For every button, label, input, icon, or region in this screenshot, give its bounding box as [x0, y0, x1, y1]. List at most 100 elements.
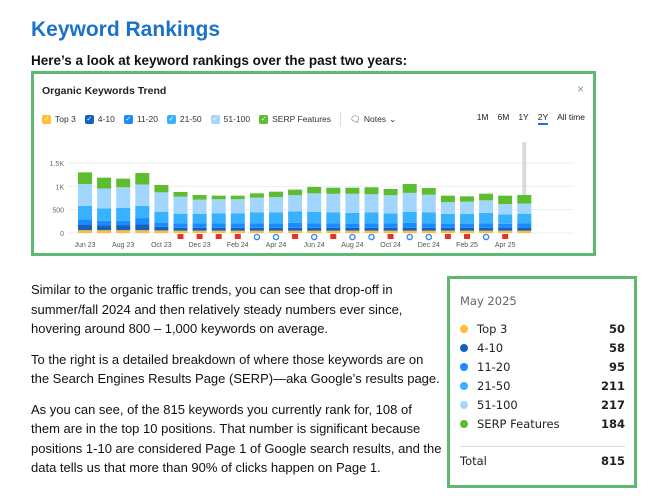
- legend-21-50[interactable]: ✓ 21-50: [166, 114, 202, 124]
- bar-segment: [364, 194, 379, 213]
- bar-segment: [211, 230, 226, 233]
- bar-segment: [135, 184, 150, 206]
- google-icon: [272, 233, 280, 241]
- bar-segment: [230, 230, 245, 233]
- x-tick-label: Dec 23: [189, 242, 211, 249]
- bar-segment: [173, 213, 188, 224]
- bar-segment: [97, 225, 112, 231]
- keywords-chart[interactable]: 0 500 1K 1.5K Jun 23 Aug 23 Oct 23 Dec 23 Feb 24…: [34, 74, 593, 253]
- bar-segment: [402, 230, 417, 233]
- bar-segment: [135, 205, 150, 219]
- row-label: 11-20: [477, 359, 511, 374]
- range-1y[interactable]: 1Y: [518, 112, 529, 122]
- bar-segment: [460, 230, 474, 233]
- legend-label: 51-100: [223, 114, 251, 124]
- row-label: Top 3: [477, 321, 508, 336]
- legend-label: SERP Features: [272, 114, 332, 124]
- bar-segment: [192, 195, 207, 200]
- y-tick-label: 1.5K: [50, 161, 65, 168]
- range-all-time[interactable]: All time: [557, 112, 585, 122]
- bar-segment: [97, 188, 112, 209]
- bar-segment: [173, 227, 188, 231]
- legend-4-10[interactable]: ✓ 4-10: [84, 114, 115, 124]
- bar-segment: [326, 223, 341, 228]
- range-2y[interactable]: 2Y: [537, 112, 549, 125]
- bar-segment: [421, 230, 436, 233]
- bar-segment: [135, 172, 150, 185]
- close-icon[interactable]: ×: [576, 82, 584, 96]
- bar-segment: [479, 212, 494, 224]
- flag-icon: [234, 234, 241, 239]
- bar-segment: [460, 213, 474, 224]
- bar-segment: [97, 208, 112, 221]
- x-tick-label: Feb 25: [456, 242, 478, 249]
- bar-segment: [364, 227, 379, 231]
- bar-segment: [440, 195, 455, 203]
- bar-segment: [154, 184, 169, 193]
- bar-segment: [498, 214, 513, 224]
- bar-segment: [116, 230, 131, 233]
- flag-icon: [177, 234, 184, 239]
- legend-11-20[interactable]: ✓ 11-20: [123, 114, 158, 124]
- bar-segment: [479, 200, 494, 213]
- bar-segment: [460, 227, 474, 231]
- range-1m[interactable]: 1M: [476, 112, 489, 122]
- bar-segment: [517, 227, 532, 231]
- bar-segment: [211, 213, 226, 224]
- checkbox-icon: ✓: [123, 114, 133, 124]
- bar-segment: [211, 227, 226, 231]
- bar-segment: [383, 213, 398, 224]
- bar-segment: [78, 172, 92, 184]
- bar-segment: [97, 230, 112, 233]
- bar-segment: [288, 195, 303, 212]
- hover-cursor: [522, 142, 527, 233]
- legend-serp-features[interactable]: ✓ SERP Features: [259, 114, 331, 124]
- x-tick-label: Jun 24: [304, 242, 325, 249]
- bar-segment: [345, 212, 360, 224]
- y-tick-label: 500: [52, 208, 64, 215]
- bar-segment: [211, 195, 226, 200]
- row-label: 51-100: [477, 397, 518, 412]
- bar-segment: [383, 227, 398, 231]
- row-value: 50: [608, 321, 625, 336]
- row-value: 211: [600, 378, 625, 393]
- bar-segment: [460, 223, 474, 228]
- bar-segment: [498, 204, 513, 215]
- bar-segment: [78, 219, 92, 225]
- bar-segment: [517, 230, 532, 233]
- bar-segment: [517, 194, 532, 204]
- bar-segment: [230, 199, 245, 214]
- legend-51-100[interactable]: ✓ 51-100: [210, 114, 251, 124]
- bar-segment: [383, 195, 398, 214]
- divider: [340, 112, 342, 126]
- bar-segment: [288, 189, 303, 196]
- tooltip-total: Total 815: [460, 451, 625, 470]
- bar-segment: [517, 203, 532, 214]
- tooltip-row-top3: Top 3 50: [460, 319, 625, 338]
- flag-icon: [502, 234, 509, 239]
- bar-segment: [402, 192, 417, 212]
- bar-segment: [154, 226, 169, 231]
- tooltip-row-51-100: 51-100 217: [460, 395, 625, 414]
- range-6m[interactable]: 6M: [497, 112, 510, 122]
- bar-segment: [326, 230, 341, 233]
- bar-segment: [78, 205, 92, 220]
- notes-dropdown[interactable]: 🗨︎ Notes ⌄: [350, 114, 396, 125]
- bar-segment: [421, 188, 436, 195]
- x-tick-label: Aug 23: [112, 242, 134, 249]
- legend-top3[interactable]: ✓ Top 3: [42, 114, 76, 124]
- total-value: 815: [600, 453, 625, 468]
- bar-segment: [345, 223, 360, 228]
- bar-segment: [307, 186, 322, 194]
- checkbox-icon: ✓: [42, 114, 51, 124]
- bar-segment: [479, 230, 494, 233]
- flag-icon: [387, 234, 394, 239]
- bar-segment: [440, 213, 455, 224]
- paragraph-1: Similar to the organic traffic trends, y…: [31, 282, 403, 336]
- bar-segment: [230, 213, 245, 224]
- legend-label: Top 3: [55, 114, 76, 124]
- dot-icon: [460, 381, 468, 390]
- bar-segment: [517, 223, 532, 228]
- bar-segment: [135, 218, 150, 225]
- bar-segment: [307, 230, 322, 233]
